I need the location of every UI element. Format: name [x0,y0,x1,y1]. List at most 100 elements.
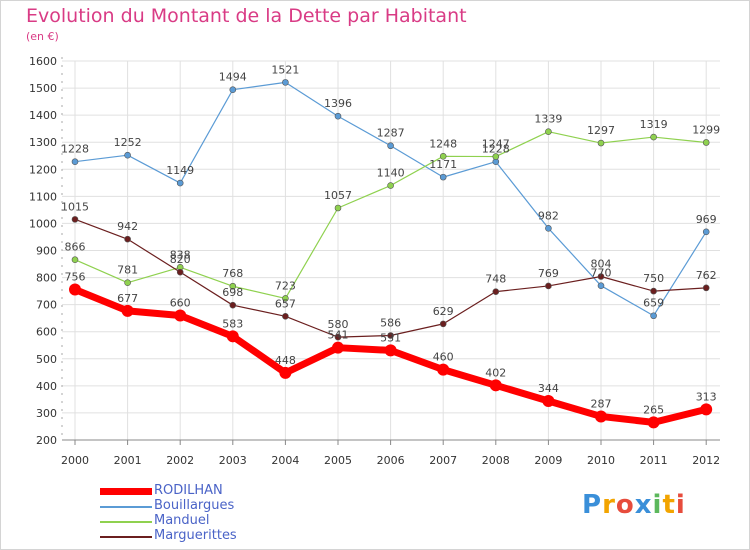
data-point [650,312,657,320]
data-point [71,256,79,264]
data-point [700,403,713,416]
data-label: 762 [696,269,717,282]
x-tick-label: 2012 [692,454,720,467]
data-point [69,283,81,296]
x-tick-label: 2008 [482,454,510,467]
data-point [124,235,131,243]
data-label: 969 [696,213,717,226]
data-label: 580 [328,318,349,331]
logo-letter: i [675,490,686,520]
data-point [702,139,710,146]
data-point [176,179,184,187]
logo-letter: o [615,490,635,520]
data-point [595,410,607,423]
y-tick-label: 600 [36,326,57,339]
data-point [176,268,184,276]
data-label: 344 [538,382,559,395]
logo-letter: x [634,490,653,520]
data-point [650,133,657,141]
data-point [124,151,131,159]
data-label: 768 [222,267,243,280]
chart-unit: (en €) [26,30,59,43]
data-label: 629 [433,305,454,318]
x-tick-label: 2003 [219,454,247,467]
data-point [545,282,552,290]
data-point [492,288,500,295]
data-label: 820 [170,253,191,266]
data-point [542,395,555,408]
data-label: 781 [117,264,138,277]
data-label: 750 [643,272,664,285]
data-point [332,341,344,354]
y-tick-label: 1400 [29,109,57,122]
data-label: 448 [275,354,296,367]
data-point [387,142,394,150]
y-tick-label: 300 [36,407,57,420]
data-point [647,416,660,429]
data-label: 748 [485,273,506,286]
x-tick-label: 2009 [534,454,562,467]
y-tick-label: 200 [36,434,57,447]
legend-swatch [100,536,152,538]
x-tick-label: 2002 [166,454,194,467]
data-label: 838 [170,248,191,261]
data-label: 265 [643,403,664,416]
data-label: 1521 [271,63,299,76]
data-point [71,158,79,166]
data-label: 1396 [324,97,352,110]
data-label: 1494 [219,71,247,84]
data-point [124,279,131,287]
data-label: 1248 [429,137,457,150]
data-label: 583 [222,317,243,330]
data-point [650,287,657,295]
data-point [597,139,605,147]
data-point [489,379,502,392]
x-tick-label: 2007 [429,454,457,467]
data-label: 659 [643,297,664,310]
data-label: 586 [380,317,401,330]
data-point [334,112,342,120]
data-label: 1252 [114,136,142,149]
data-point [545,225,552,232]
y-tick-label: 1300 [29,136,57,149]
data-point [282,79,289,86]
y-tick-label: 1500 [29,82,57,95]
data-point [279,366,292,379]
data-point [439,320,447,328]
data-label: 313 [696,390,717,403]
data-label: 677 [117,292,138,305]
y-tick-label: 500 [36,353,57,366]
data-label: 1297 [587,124,615,137]
data-label: 1149 [166,164,194,177]
legend-item-bouillargues: Bouillargues [100,498,360,514]
data-label: 1228 [61,143,89,156]
data-point [174,309,187,322]
data-point [597,273,605,280]
logo-letter: r [602,490,616,520]
x-tick-label: 2010 [587,454,615,467]
data-label: 804 [591,257,612,270]
data-label: 1015 [61,200,89,213]
x-tick-label: 2011 [640,454,668,467]
data-point [387,182,394,189]
data-point [492,153,500,160]
logo-letter: i [652,490,663,520]
data-point [121,304,134,317]
data-point [702,228,710,236]
data-point [229,282,237,290]
data-label: 866 [65,241,86,254]
x-tick-label: 2001 [114,454,142,467]
data-label: 769 [538,267,559,280]
data-point [384,344,397,357]
data-label: 1287 [377,127,405,140]
data-label: 1140 [377,167,405,180]
legend-label: RODILHAN [154,483,223,498]
y-tick-label: 1100 [29,190,57,203]
y-tick-label: 800 [36,272,57,285]
legend-swatch [100,521,152,523]
data-point [437,363,450,376]
data-point [387,332,394,339]
data-point [702,284,710,292]
